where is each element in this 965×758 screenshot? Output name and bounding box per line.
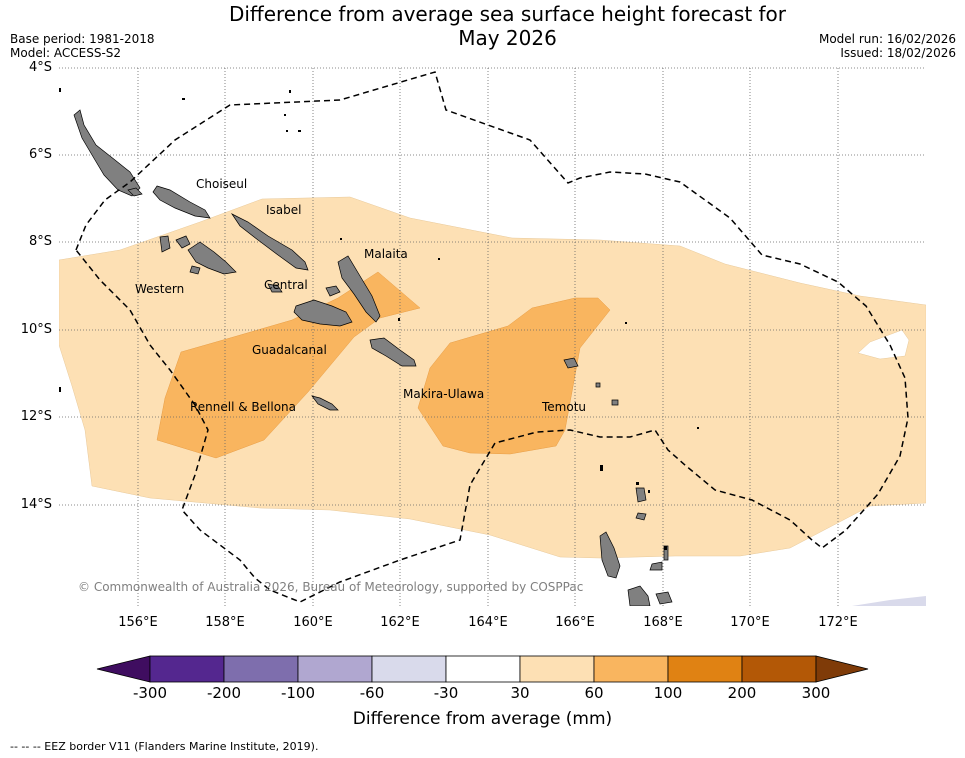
islet bbox=[182, 98, 185, 100]
maewo-island bbox=[649, 561, 663, 571]
lon-label-168E: 168°E bbox=[643, 615, 683, 630]
islet bbox=[625, 322, 627, 324]
lon-label-158E: 158°E bbox=[205, 615, 245, 630]
islet bbox=[636, 482, 639, 485]
model-run: Model run: 16/02/2026 bbox=[818, 32, 956, 46]
kolombangara-island bbox=[175, 235, 191, 249]
santa-cruz-island bbox=[563, 357, 579, 369]
vella-lavella-island bbox=[159, 235, 171, 253]
russell-islands bbox=[267, 283, 283, 293]
place-label-rennell-bellona: Rennell & Bellona bbox=[190, 400, 297, 414]
lat-label-14S: 14°S bbox=[20, 497, 52, 512]
colorbar-label: -30 bbox=[433, 684, 459, 702]
small-islets bbox=[59, 88, 699, 550]
graticule bbox=[59, 67, 926, 606]
lon-label-160E: 160°E bbox=[293, 615, 333, 630]
colorbar-title: Difference from average (mm) bbox=[352, 709, 613, 729]
anomaly-60-100-east bbox=[417, 297, 611, 455]
utupua-island bbox=[611, 399, 619, 406]
lon-label-162E: 162°E bbox=[380, 615, 420, 630]
islet bbox=[59, 387, 61, 392]
place-label-central: Central bbox=[264, 278, 308, 292]
lon-label-172E: 172°E bbox=[818, 615, 858, 630]
lon-label-156E: 156°E bbox=[118, 615, 158, 630]
anomaly-60-100-west bbox=[156, 271, 421, 459]
torres-islands bbox=[635, 487, 647, 503]
islet bbox=[664, 546, 667, 550]
rendova-island bbox=[189, 265, 201, 275]
lat-label-8S: 8°S bbox=[28, 234, 52, 249]
islet bbox=[600, 465, 603, 471]
islet bbox=[298, 130, 301, 132]
lon-label-164E: 164°E bbox=[468, 615, 508, 630]
new-georgia-island bbox=[187, 241, 237, 275]
islet bbox=[289, 90, 291, 93]
islet bbox=[697, 427, 699, 429]
colorbar-label: 100 bbox=[653, 684, 683, 702]
choiseul-island bbox=[152, 185, 211, 219]
malaita-island bbox=[337, 255, 381, 323]
model-run-info: Model run: 16/02/2026 Issued: 18/02/2026 bbox=[819, 32, 956, 60]
lat-label-4S: 4°S bbox=[28, 60, 52, 75]
place-label-isabel: Isabel bbox=[266, 203, 302, 217]
islet bbox=[286, 130, 288, 132]
shortland-islands bbox=[127, 187, 143, 197]
islet bbox=[284, 114, 286, 116]
issued-date: Issued: 18/02/2026 bbox=[840, 46, 956, 60]
anomaly-below-30-patch bbox=[857, 329, 910, 360]
colorbar-label: 300 bbox=[801, 684, 831, 702]
islet bbox=[438, 258, 440, 260]
lon-label-170E: 170°E bbox=[730, 615, 770, 630]
espiritu-santo-island bbox=[599, 531, 621, 579]
santa-isabel-island bbox=[230, 213, 309, 271]
banks-islands bbox=[635, 512, 647, 521]
guadalcanal-island bbox=[293, 299, 353, 327]
base-period-info: Base period: 1981-2018 Model: ACCESS-S2 bbox=[10, 32, 155, 60]
malakula-island bbox=[627, 585, 651, 606]
land bbox=[73, 109, 673, 606]
model-name: Model: ACCESS-S2 bbox=[10, 46, 122, 60]
islet bbox=[59, 88, 61, 92]
florida-islands bbox=[325, 285, 341, 297]
lon-label-166E: 166°E bbox=[555, 615, 595, 630]
lat-label-12S: 12°S bbox=[20, 409, 52, 424]
islet bbox=[340, 238, 342, 240]
colorbar-label: 30 bbox=[510, 684, 530, 702]
islet bbox=[398, 318, 400, 321]
chart-title: Difference from average sea surface heig… bbox=[0, 2, 965, 50]
ambrym-island bbox=[655, 591, 673, 605]
place-label-temotu: Temotu bbox=[542, 400, 587, 414]
colorbar-label: -100 bbox=[280, 684, 316, 702]
place-label-western: Western bbox=[135, 282, 185, 296]
copyright-notice: © Commonwealth of Australia 2026, Bureau… bbox=[78, 580, 584, 594]
lat-label-10S: 10°S bbox=[20, 322, 52, 337]
eez-border bbox=[75, 71, 909, 603]
colorbar-label: -200 bbox=[206, 684, 242, 702]
colorbar-label: 60 bbox=[584, 684, 604, 702]
place-label-choiseul: Choiseul bbox=[196, 177, 248, 191]
anomaly-negative-patch bbox=[852, 596, 926, 606]
islet bbox=[648, 490, 650, 493]
makira-island bbox=[369, 337, 417, 367]
place-label-makira-ulawa: Makira-Ulawa bbox=[403, 387, 485, 401]
rennell-island bbox=[311, 395, 339, 411]
place-label-malaita: Malaita bbox=[364, 247, 408, 261]
base-period: Base period: 1981-2018 bbox=[10, 32, 155, 46]
lat-label-6S: 6°S bbox=[28, 147, 52, 162]
title-line-2: May 2026 bbox=[458, 26, 557, 50]
vanikoro-island bbox=[595, 382, 601, 388]
eez-legend-note: -- -- -- EEZ border V11 (Flanders Marine… bbox=[10, 740, 319, 753]
place-label-guadalcanal: Guadalcanal bbox=[252, 343, 327, 357]
colorbar-label: 200 bbox=[727, 684, 757, 702]
bougainville-island bbox=[73, 109, 141, 197]
title-line-1: Difference from average sea surface heig… bbox=[228, 2, 787, 26]
colorbar-label: -300 bbox=[132, 684, 168, 702]
colorbar-label: -60 bbox=[359, 684, 385, 702]
